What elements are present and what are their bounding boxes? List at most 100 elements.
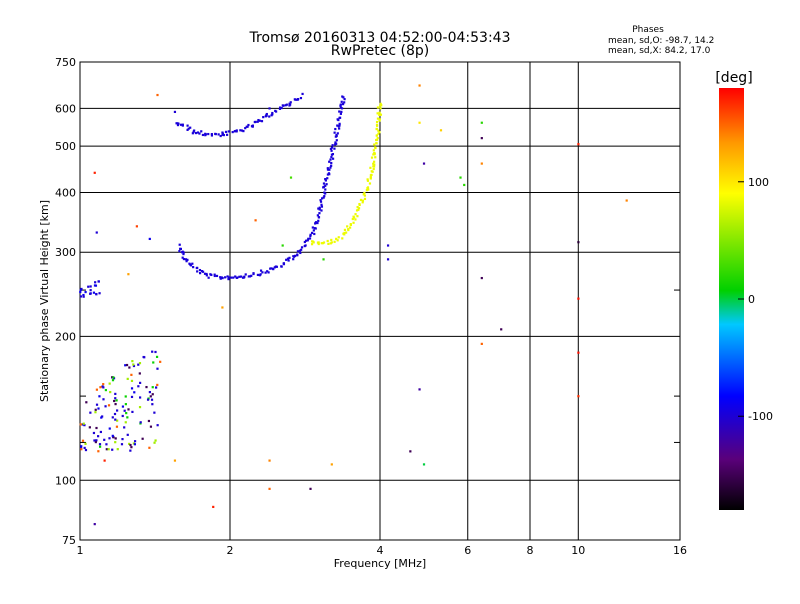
trace-point: [309, 233, 312, 236]
trace-point: [215, 274, 219, 278]
cluster-point: [79, 288, 82, 291]
trace-point: [224, 276, 227, 279]
trace-point: [310, 243, 314, 246]
cluster-point: [109, 390, 112, 394]
trace-point: [250, 274, 253, 277]
trace-point: [324, 179, 327, 182]
trace-point: [331, 144, 334, 147]
cluster-point: [137, 385, 140, 388]
cluster-point: [141, 437, 144, 440]
trace-point: [373, 152, 376, 155]
trace-point: [280, 265, 283, 268]
scatter-point: [386, 244, 390, 247]
cluster-point: [148, 446, 151, 449]
scatter-point: [480, 121, 483, 124]
scatter-point: [439, 129, 443, 132]
colorbar-ticks: 100 0 -100: [738, 176, 773, 423]
trace-point: [320, 209, 323, 212]
trace-point: [370, 156, 374, 159]
trace-point: [340, 100, 343, 103]
cluster-point: [94, 284, 98, 287]
trace-point: [336, 118, 339, 121]
y-tick-label: 300: [55, 246, 76, 259]
trace-point: [333, 147, 336, 150]
trace-point: [194, 131, 198, 135]
trace-point: [226, 275, 229, 278]
trace-point: [363, 191, 366, 195]
trace-point: [265, 112, 268, 116]
trace-point: [317, 216, 321, 219]
trace-point: [205, 272, 208, 276]
cluster-point: [142, 355, 145, 359]
trace-point: [378, 131, 381, 134]
trace-point: [336, 132, 339, 135]
cluster-point: [146, 398, 150, 401]
trace-point: [363, 194, 367, 197]
cluster-point: [126, 416, 129, 419]
cluster-point: [97, 407, 100, 410]
trace-point: [370, 170, 373, 173]
colorbar-label: [deg]: [715, 70, 752, 86]
cluster-point: [159, 360, 162, 363]
cluster-point: [89, 411, 92, 414]
cluster-point: [128, 366, 131, 369]
cluster-point: [99, 430, 102, 434]
trace-point: [320, 205, 324, 208]
trace-point: [367, 188, 370, 191]
trace-point: [207, 276, 210, 279]
trace-point: [336, 124, 339, 127]
cluster-point: [102, 383, 105, 386]
cluster-point: [130, 373, 133, 376]
cluster-point: [112, 436, 115, 439]
cluster-point: [107, 448, 110, 451]
trace-point: [326, 173, 330, 176]
trace-point: [260, 120, 264, 123]
trace-point: [357, 208, 360, 211]
trace-point: [310, 231, 314, 235]
trace-point: [326, 168, 330, 171]
trace-point: [225, 133, 229, 136]
cluster-point: [89, 285, 92, 288]
cluster-point: [129, 449, 132, 452]
trace-point: [342, 96, 345, 99]
trace-point: [286, 257, 290, 260]
trace-point: [313, 227, 316, 230]
scatter-point: [268, 459, 271, 462]
cluster-point: [129, 443, 132, 447]
trace-point: [321, 197, 324, 200]
y-tick-label: 100: [55, 474, 76, 487]
trace-point: [179, 123, 183, 126]
trace-point: [200, 130, 203, 133]
trace-point: [270, 267, 273, 270]
trace-point: [186, 124, 189, 127]
trace-point: [377, 132, 380, 135]
trace-point: [232, 276, 235, 279]
trace-point: [234, 130, 237, 133]
trace-point: [379, 104, 382, 107]
trace-point: [372, 162, 375, 165]
trace-point: [227, 130, 230, 133]
cluster-point: [98, 443, 102, 446]
cluster-point: [98, 445, 102, 448]
cluster-point: [133, 391, 136, 394]
cluster-point: [120, 443, 124, 446]
cluster-point: [111, 434, 114, 437]
trace-point: [349, 226, 352, 229]
trace-point: [279, 106, 282, 109]
trace-point: [203, 272, 207, 275]
trace-point: [356, 206, 359, 209]
trace-point: [262, 116, 265, 119]
cluster-point: [79, 290, 82, 294]
trace-point: [213, 273, 216, 276]
trace-point: [292, 258, 295, 261]
trace-point: [372, 153, 375, 156]
cluster-point: [114, 403, 117, 406]
cluster-point: [111, 416, 114, 419]
trace-point: [278, 107, 282, 110]
trace-point: [369, 176, 372, 179]
trace-point: [177, 122, 180, 125]
trace-point: [179, 247, 182, 251]
trace-point: [308, 237, 312, 240]
cluster-point: [103, 438, 106, 441]
